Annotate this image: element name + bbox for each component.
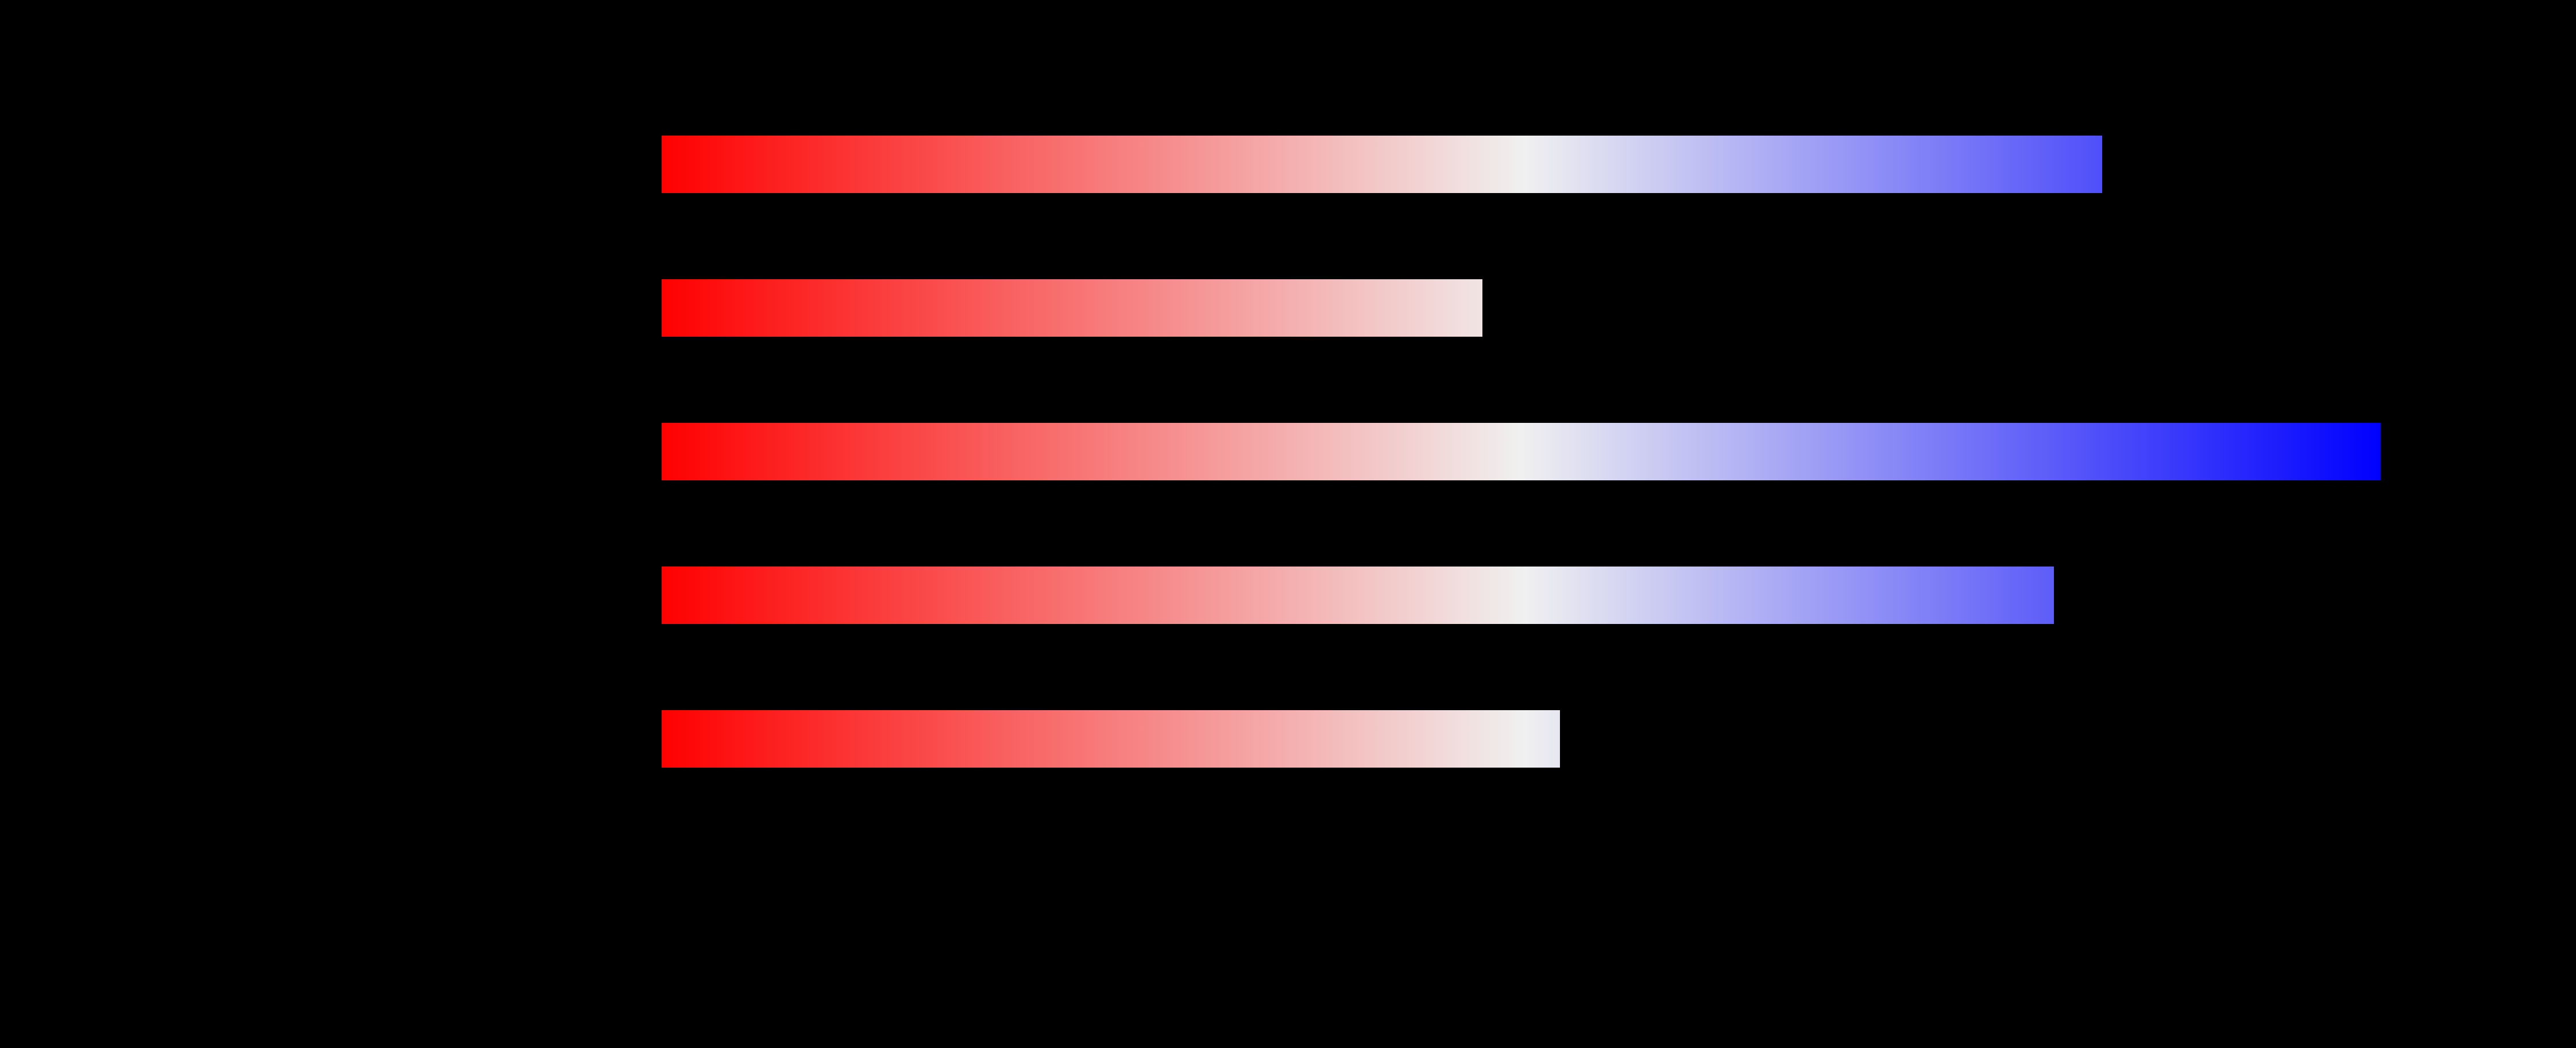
bar-segment <box>662 423 2381 480</box>
bar-segment <box>1635 279 1646 337</box>
bar-segment <box>2337 136 2388 193</box>
bar-row <box>0 136 2576 193</box>
bar-segment <box>662 136 2102 193</box>
bar-segment <box>2206 567 2218 624</box>
bar-row <box>0 423 2576 480</box>
bar-segment <box>662 279 1482 337</box>
bar-segment <box>2077 567 2200 624</box>
bar-segment <box>2319 136 2332 193</box>
bar-segment <box>1505 279 1629 337</box>
bar-segment <box>1584 710 1614 768</box>
bar-segment <box>2223 567 2388 624</box>
bar-row <box>0 710 2576 768</box>
bar-row <box>0 567 2576 624</box>
bar-segment <box>2125 136 2312 193</box>
bar-segment <box>1636 710 2388 768</box>
bar-row <box>0 279 2576 337</box>
bar-segment <box>1652 279 2388 337</box>
bar-segment <box>1566 710 1578 768</box>
bar-segment <box>662 567 2054 624</box>
bar-segment <box>662 710 1560 768</box>
